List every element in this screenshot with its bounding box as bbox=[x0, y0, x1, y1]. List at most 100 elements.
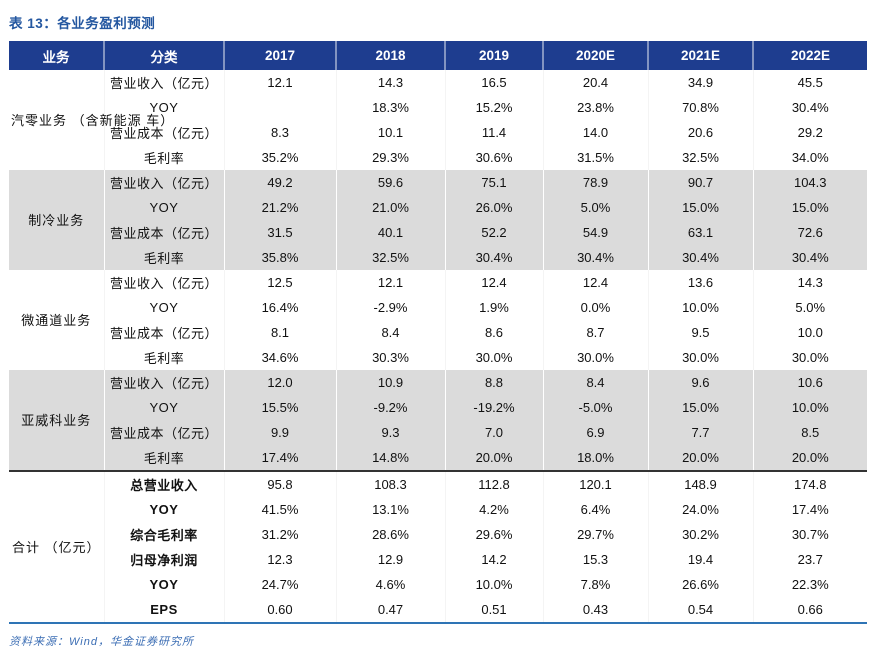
value-cell: 11.4 bbox=[444, 120, 543, 145]
value-cell: 30.0% bbox=[542, 345, 648, 370]
header-row: 业务 分类 2017 2018 2019 2020E 2021E 2022E bbox=[9, 41, 867, 70]
value-cell: 12.1 bbox=[335, 270, 445, 295]
value-cell: 0.47 bbox=[335, 597, 445, 624]
value-cell: 5.0% bbox=[542, 195, 648, 220]
value-cell: 34.0% bbox=[752, 145, 867, 170]
value-cell: 8.1 bbox=[223, 320, 336, 345]
value-cell: 52.2 bbox=[444, 220, 543, 245]
source-note: 资料来源：Wind，华金证券研究所 bbox=[9, 636, 194, 648]
value-cell: 30.3% bbox=[335, 345, 445, 370]
value-cell: 8.8 bbox=[444, 370, 543, 395]
value-cell: 8.7 bbox=[542, 320, 648, 345]
value-cell: -9.2% bbox=[335, 395, 445, 420]
category-cell: 营业成本（亿元） bbox=[103, 320, 224, 345]
value-cell: 29.7% bbox=[542, 522, 648, 547]
value-cell: -2.9% bbox=[335, 295, 445, 320]
category-cell: YOY bbox=[103, 572, 224, 597]
value-cell: 16.5 bbox=[444, 70, 543, 95]
value-cell: 20.4 bbox=[542, 70, 648, 95]
value-cell: 21.2% bbox=[223, 195, 336, 220]
segment-row: 营业成本（亿元） 8.3 10.1 11.4 14.0 20.6 29.2 bbox=[9, 120, 867, 145]
value-cell: 13.6 bbox=[647, 270, 753, 295]
value-cell: 24.0% bbox=[647, 497, 753, 522]
category-cell: 毛利率 bbox=[103, 245, 224, 270]
column-header: 2022E bbox=[752, 41, 867, 70]
value-cell: 0.0% bbox=[542, 295, 648, 320]
value-cell: 10.0 bbox=[752, 320, 867, 345]
business-label-cell: 亚威科业务 bbox=[9, 370, 104, 471]
value-cell: 13.1% bbox=[335, 497, 445, 522]
segment-row: 毛利率 34.6% 30.3% 30.0% 30.0% 30.0% 30.0% bbox=[9, 345, 867, 370]
column-header: 2020E bbox=[542, 41, 648, 70]
value-cell: 70.8% bbox=[647, 95, 753, 120]
total-label-cell: 合计 （亿元） bbox=[9, 470, 104, 624]
table-title: 表 13：各业务盈利预测 bbox=[9, 16, 156, 31]
value-cell: 54.9 bbox=[542, 220, 648, 245]
value-cell: 174.8 bbox=[752, 470, 867, 497]
segment-row: 亚威科业务 营业收入（亿元） 12.0 10.9 8.8 8.4 9.6 10.6 bbox=[9, 370, 867, 471]
value-cell: 32.5% bbox=[335, 245, 445, 270]
value-cell: 30.4% bbox=[542, 245, 648, 270]
value-cell: 34.9 bbox=[647, 70, 753, 95]
value-cell: 22.3% bbox=[752, 572, 867, 597]
segment-row: YOY 15.5% -9.2% -19.2% -5.0% 15.0% 10.0% bbox=[9, 395, 867, 420]
value-cell: 12.4 bbox=[444, 270, 543, 295]
value-cell: 72.6 bbox=[752, 220, 867, 245]
category-cell: YOY bbox=[103, 395, 224, 420]
value-cell: 7.0 bbox=[444, 420, 543, 445]
value-cell: 9.6 bbox=[647, 370, 753, 395]
value-cell: 20.0% bbox=[444, 445, 543, 471]
value-cell: 6.9 bbox=[542, 420, 648, 445]
value-cell: 14.3 bbox=[752, 270, 867, 295]
value-cell: 40.1 bbox=[335, 220, 445, 245]
category-cell: 毛利率 bbox=[103, 445, 224, 471]
value-cell: 112.8 bbox=[444, 470, 543, 497]
column-header: 业务 bbox=[9, 41, 104, 70]
value-cell: 30.4% bbox=[752, 245, 867, 270]
segment-row: 毛利率 17.4% 14.8% 20.0% 18.0% 20.0% 20.0% bbox=[9, 445, 867, 471]
category-cell: YOY bbox=[103, 195, 224, 220]
value-cell: 14.0 bbox=[542, 120, 648, 145]
value-cell: 8.3 bbox=[223, 120, 336, 145]
value-cell: 10.9 bbox=[335, 370, 445, 395]
column-header: 2018 bbox=[335, 41, 445, 70]
value-cell: 0.51 bbox=[444, 597, 543, 624]
value-cell: 12.4 bbox=[542, 270, 648, 295]
category-cell: YOY bbox=[103, 95, 224, 120]
category-cell: EPS bbox=[103, 597, 224, 624]
value-cell: 78.9 bbox=[542, 170, 648, 195]
value-cell: 15.0% bbox=[647, 395, 753, 420]
segment-row: YOY 18.3% 15.2% 23.8% 70.8% 30.4% bbox=[9, 95, 867, 120]
value-cell: 20.0% bbox=[647, 445, 753, 471]
segment-row: YOY 21.2% 21.0% 26.0% 5.0% 15.0% 15.0% bbox=[9, 195, 867, 220]
value-cell: 30.4% bbox=[647, 245, 753, 270]
value-cell: 104.3 bbox=[752, 170, 867, 195]
value-cell: 18.3% bbox=[335, 95, 445, 120]
business-label-cell: 微通道业务 bbox=[21, 312, 92, 328]
category-cell: 归母净利润 bbox=[103, 547, 224, 572]
total-row: 综合毛利率 31.2% 28.6% 29.6% 29.7% 30.2% 30.7% bbox=[9, 522, 867, 547]
value-cell: 59.6 bbox=[335, 170, 445, 195]
segment-row: 微通道业务 营业收入（亿元） 12.5 12.1 12.4 12.4 13.6 14.3 bbox=[9, 270, 867, 328]
value-cell: 12.0 bbox=[223, 370, 336, 395]
value-cell: 8.6 bbox=[444, 320, 543, 345]
total-row: 归母净利润 12.3 12.9 14.2 15.3 19.4 23.7 bbox=[9, 547, 867, 572]
value-cell: 29.2 bbox=[752, 120, 867, 145]
value-cell: 8.4 bbox=[335, 320, 445, 345]
value-cell bbox=[223, 95, 336, 120]
value-cell: 10.1 bbox=[335, 120, 445, 145]
value-cell: 120.1 bbox=[542, 470, 648, 497]
value-cell: 12.5 bbox=[223, 270, 336, 295]
value-cell: 28.6% bbox=[335, 522, 445, 547]
value-cell: 35.2% bbox=[223, 145, 336, 170]
value-cell: 45.5 bbox=[752, 70, 867, 95]
segment-row: YOY 16.4% -2.9% 1.9% 0.0% 10.0% 5.0% bbox=[9, 295, 867, 320]
value-cell: 15.0% bbox=[647, 195, 753, 220]
value-cell: 10.0% bbox=[752, 395, 867, 420]
value-cell: 31.5 bbox=[223, 220, 336, 245]
value-cell: 14.2 bbox=[444, 547, 543, 572]
value-cell: 6.4% bbox=[542, 497, 648, 522]
column-header: 2021E bbox=[647, 41, 753, 70]
value-cell: 4.6% bbox=[335, 572, 445, 597]
